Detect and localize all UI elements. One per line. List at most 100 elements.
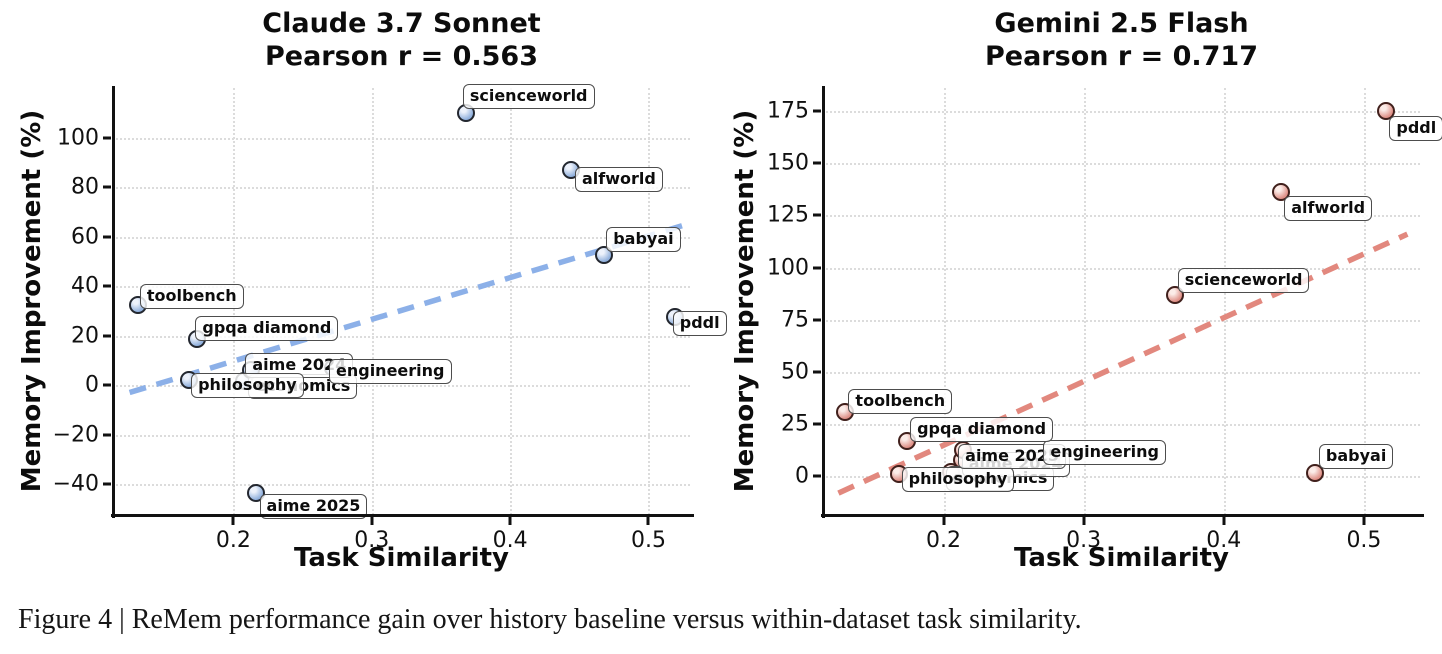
gemini-title-line1: Gemini 2.5 Flash [994, 8, 1249, 39]
point-label-engineering: engineering [329, 358, 452, 384]
x-gridline [648, 88, 651, 515]
y-tick-mark [813, 161, 821, 165]
y-gridline [113, 236, 690, 239]
y-gridline [113, 484, 690, 487]
y-tick-label: 75 [781, 307, 809, 333]
x-axis-spine [111, 514, 694, 517]
x-tick-mark [370, 517, 374, 525]
point-label-gpqa-diamond: gpqa diamond [910, 416, 1054, 442]
y-tick-mark [813, 474, 821, 478]
point-label-toolbench: toolbench [139, 283, 244, 309]
x-gridline [371, 88, 374, 515]
y-tick-mark [813, 318, 821, 322]
x-tick-mark [1222, 517, 1226, 525]
y-tick-mark [813, 370, 821, 374]
y-gridline [823, 371, 1420, 374]
y-tick-mark [103, 482, 111, 486]
claude-plot-title: Claude 3.7 Sonnet Pearson r = 0.563 [113, 8, 690, 74]
y-tick-label: 20 [71, 323, 99, 349]
x-tick-label: 0.4 [1206, 528, 1242, 553]
point-label-alfworld: alfworld [1284, 196, 1373, 222]
y-tick-label: 150 [767, 150, 809, 176]
x-tick-mark [942, 517, 946, 525]
x-tick-mark [508, 517, 512, 525]
y-tick-mark [813, 422, 821, 426]
data-point-pddl [1377, 101, 1396, 120]
gemini-plot-title: Gemini 2.5 Flash Pearson r = 0.717 [823, 8, 1420, 74]
y-tick-mark [103, 235, 111, 239]
y-tick-label: 60 [71, 224, 99, 250]
y-tick-label: 40 [71, 273, 99, 299]
point-label-pddl: pddl [672, 310, 727, 336]
y-gridline [113, 434, 690, 437]
x-tick-label: 0.5 [630, 528, 666, 553]
point-label-alfworld: alfworld [575, 166, 663, 192]
y-gridline [113, 335, 690, 338]
y-gridline [113, 137, 690, 140]
point-label-babyai: babyai [606, 227, 681, 253]
y-gridline [113, 187, 690, 189]
x-tick-label: 0.2 [215, 528, 251, 553]
y-tick-label: 100 [57, 125, 99, 150]
y-gridline [113, 286, 690, 289]
claude-title-line1: Claude 3.7 Sonnet [262, 8, 541, 39]
gemini-title-pearson: Pearson r = 0.717 [984, 40, 1259, 72]
claude-x-axis-label: Task Similarity [294, 543, 509, 573]
x-gridline [943, 88, 946, 515]
y-tick-label: 125 [767, 202, 809, 228]
y-gridline [823, 215, 1420, 218]
y-gridline [823, 163, 1420, 166]
claude-plot-area: economicsaime 2024philosophyengineeringt… [53, 83, 727, 553]
y-tick-mark [103, 383, 111, 387]
point-label-scienceworld: scienceworld [1177, 267, 1310, 293]
y-gridline [823, 424, 1420, 427]
point-label-gpqa-diamond: gpqa diamond [195, 316, 339, 342]
y-tick-label: 50 [781, 359, 809, 385]
y-tick-mark [103, 334, 111, 338]
y-tick-mark [813, 213, 821, 217]
y-tick-label: 25 [781, 411, 809, 437]
y-tick-label: 100 [767, 255, 809, 281]
y-tick-mark [103, 284, 111, 288]
y-tick-label: 0 [795, 463, 809, 489]
x-tick-label: 0.3 [1066, 528, 1102, 553]
x-tick-mark [1362, 517, 1366, 525]
point-label-toolbench: toolbench [848, 388, 953, 414]
data-point-babyai [1305, 464, 1324, 483]
gemini-plot-area: economicsaime 2024philosophyaime 2025eng… [767, 86, 1442, 553]
x-gridline [1223, 88, 1226, 515]
y-gridline [823, 476, 1420, 479]
x-tick-label: 0.2 [926, 528, 962, 553]
figure-caption: Figure 4 | ReMem performance gain over h… [18, 604, 1082, 635]
y-gridline [823, 110, 1420, 113]
x-tick-label: 0.4 [492, 528, 528, 553]
x-tick-mark [231, 517, 235, 525]
point-label-philosophy: philosophy [191, 373, 304, 399]
x-tick-label: 0.5 [1346, 528, 1382, 553]
y-tick-label: −20 [52, 422, 99, 448]
x-gridline [510, 88, 513, 515]
y-tick-mark [103, 433, 111, 437]
y-tick-mark [103, 136, 111, 139]
x-gridline [1083, 88, 1086, 515]
y-tick-label: 80 [71, 174, 99, 200]
x-tick-mark [646, 517, 650, 525]
point-label-pddl: pddl [1389, 115, 1442, 141]
y-gridline [823, 267, 1420, 270]
y-gridline [113, 385, 690, 388]
claude-title-pearson: Pearson r = 0.563 [264, 40, 539, 72]
y-tick-mark [813, 266, 821, 270]
y-tick-label: −40 [52, 471, 99, 497]
gemini-x-axis-label: Task Similarity [1014, 543, 1229, 573]
y-tick-mark [813, 109, 821, 113]
y-tick-mark [103, 185, 111, 189]
x-tick-label: 0.3 [354, 528, 390, 553]
y-tick-label: 175 [767, 98, 809, 124]
y-tick-label: 0 [85, 372, 99, 398]
point-label-scienceworld: scienceworld [462, 83, 595, 109]
point-label-engineering: engineering [1043, 439, 1166, 465]
x-axis-spine [821, 514, 1424, 517]
y-gridline [823, 319, 1420, 322]
y-axis-spine [822, 86, 825, 518]
